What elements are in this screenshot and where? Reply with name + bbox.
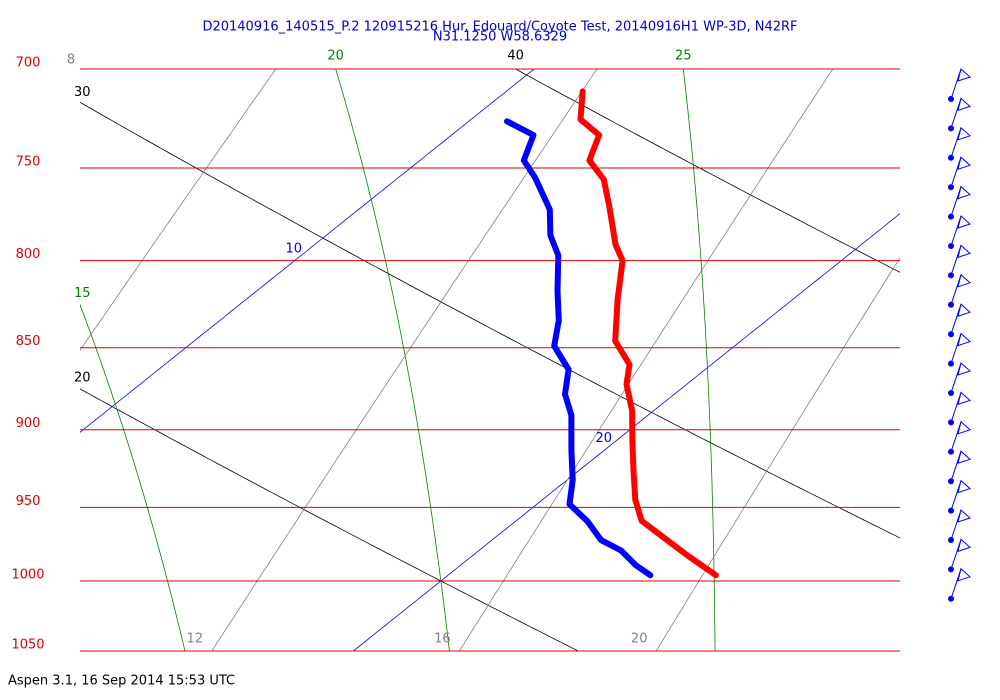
wind-barb-dot — [948, 507, 954, 514]
wind-barb-pennant — [957, 567, 971, 582]
y-tick-label: 950 — [16, 494, 41, 509]
wind-barb-pennant — [957, 156, 971, 170]
wind-barb-pennant — [957, 303, 971, 317]
wind-barb-pennant — [957, 273, 971, 288]
wind-barb-pennant — [957, 362, 971, 376]
wind-barb-dot — [948, 154, 954, 161]
wind-barb-pennant — [957, 538, 971, 553]
plot-area — [80, 69, 900, 651]
chart-subtitle: N31.1250 W58.6329 — [433, 30, 567, 45]
wind-barb-pennant — [957, 68, 971, 82]
wind-barb-pennant — [957, 215, 971, 229]
wind-barb-dot — [948, 213, 954, 220]
moist-adiabat — [80, 303, 186, 651]
wind-barb-dot — [948, 272, 954, 279]
wind-barb-pennant — [957, 450, 971, 464]
isotherm — [80, 69, 535, 433]
wind-barb-dot — [948, 595, 954, 602]
mixing-ratio — [211, 69, 598, 651]
isotherms-label: 10 — [286, 241, 303, 256]
wind-barb-dot — [948, 184, 954, 191]
wind-barb-pennant — [957, 126, 971, 141]
y-tick-label: 850 — [16, 334, 41, 349]
wind-barb-dot — [948, 331, 954, 338]
dry-adiabats-label: 20 — [74, 370, 91, 385]
dry-adiabat — [80, 101, 900, 539]
dry-adiabats-label: 40 — [507, 49, 524, 64]
profile-line — [577, 88, 719, 579]
wind-barb-dot — [948, 360, 954, 367]
wind-barb-dot — [948, 419, 954, 426]
mixing-ratios-label: 20 — [631, 632, 648, 647]
isotherms-label: 20 — [595, 431, 612, 446]
y-tick-label: 1000 — [11, 567, 44, 582]
wind-barb-dot — [948, 96, 954, 102]
y-tick-label: 700 — [16, 56, 41, 71]
wind-barb-dot — [948, 390, 954, 396]
moist-adiabat — [335, 69, 450, 651]
y-tick-label: 900 — [16, 416, 41, 431]
wind-barb-pennant — [957, 97, 971, 112]
dry-adiabat — [515, 69, 900, 273]
footer: Aspen 3.1, 16 Sep 2014 15:53 UTC — [8, 674, 235, 689]
dry-adiabat — [80, 388, 579, 651]
y-tick-label: 750 — [16, 155, 41, 170]
moist-adiabats-label: 25 — [675, 49, 692, 64]
wind-barb-pennant — [957, 509, 971, 523]
wind-barb-dot — [948, 537, 954, 543]
moist-adiabats-label: 15 — [74, 286, 91, 301]
wind-barb-dot — [948, 125, 954, 132]
y-tick-label: 800 — [16, 247, 41, 262]
wind-barb-pennant — [957, 185, 971, 200]
moist-adiabat — [682, 69, 716, 651]
wind-barb-dot — [948, 478, 954, 485]
wind-barb-pennant — [957, 391, 971, 406]
wind-barb-pennant — [957, 479, 971, 494]
wind-barb-pennant — [957, 244, 971, 259]
wind-barb-dot — [948, 301, 954, 308]
y-tick-label: 1050 — [11, 638, 44, 653]
isotherm — [353, 213, 900, 651]
mixing-ratios-label: 12 — [187, 632, 204, 647]
mixing-ratios-label: 16 — [434, 632, 451, 647]
wind-barb-dot — [948, 566, 954, 573]
chart-title: D20140916_140515_P.2 120915216 Hur. Edou… — [202, 20, 797, 35]
moist-adiabats-label: 20 — [327, 49, 344, 64]
wind-barb-dot — [948, 243, 954, 249]
mixing-ratio — [80, 69, 277, 352]
mixing-ratios-label: 8 — [67, 53, 75, 68]
profile-line — [504, 118, 654, 579]
dry-adiabats-label: 30 — [74, 85, 91, 100]
wind-barb-dot — [948, 448, 954, 455]
wind-barb-pennant — [957, 332, 971, 347]
wind-barb-pennant — [957, 420, 971, 435]
mixing-ratio — [459, 69, 834, 651]
